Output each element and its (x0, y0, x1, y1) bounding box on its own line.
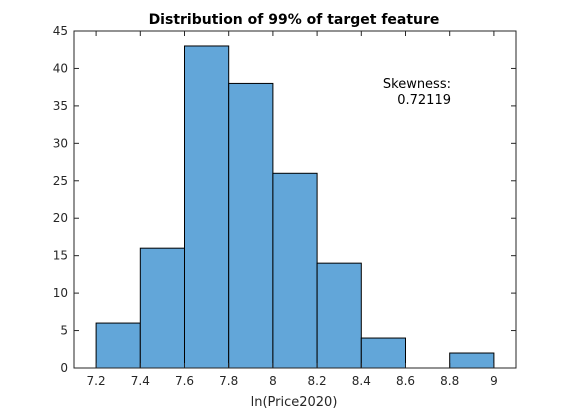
x-tick-label-7: 8.6 (396, 374, 415, 388)
skewness-value: 0.72119 (397, 93, 451, 108)
histogram-bar-2 (184, 45, 230, 369)
histogram-bar-8 (449, 352, 495, 369)
y-tick-label-6: 30 (53, 136, 68, 150)
y-tick-label-3: 15 (53, 249, 68, 263)
histogram-bar-1 (139, 247, 186, 369)
x-tick-label-6: 8.4 (352, 374, 371, 388)
histogram-bar-4 (272, 172, 318, 369)
plot-area: 7.2 7.4 7.6 7.8 8 8.2 8.4 8.6 8.8 9 0 5 10 15 20 25 30 35… (53, 24, 517, 388)
x-tick-label-9: 9 (490, 374, 498, 388)
skewness-label: Skewness: (383, 77, 451, 92)
histogram-bar-0 (95, 322, 141, 369)
x-tick-label-0: 7.2 (87, 374, 106, 388)
x-tick-label-4: 8 (269, 374, 277, 388)
chart-title: Distribution of 99% of target feature (149, 12, 440, 28)
y-tick-label-5: 25 (53, 174, 68, 188)
histogram-bar-5 (316, 262, 362, 369)
y-tick-label-1: 5 (60, 324, 68, 338)
x-tick-label-2: 7.6 (175, 374, 194, 388)
y-tick-label-9: 45 (53, 24, 68, 38)
histogram-bar-3 (228, 82, 274, 369)
y-tick-label-4: 20 (53, 211, 68, 225)
x-axis-label: ln(Price2020) (251, 395, 338, 410)
y-tick-label-0: 0 (60, 361, 68, 375)
x-tick-label-8: 8.8 (440, 374, 459, 388)
y-tick-label-2: 10 (53, 286, 68, 300)
x-tick-label-1: 7.4 (131, 374, 150, 388)
histogram-bar-6 (360, 337, 406, 369)
y-tick-label-8: 40 (53, 61, 68, 75)
x-tick-label-5: 8.2 (308, 374, 327, 388)
y-tick-label-7: 35 (53, 99, 68, 113)
x-tick-label-3: 7.8 (219, 374, 238, 388)
axes-box (73, 30, 517, 369)
